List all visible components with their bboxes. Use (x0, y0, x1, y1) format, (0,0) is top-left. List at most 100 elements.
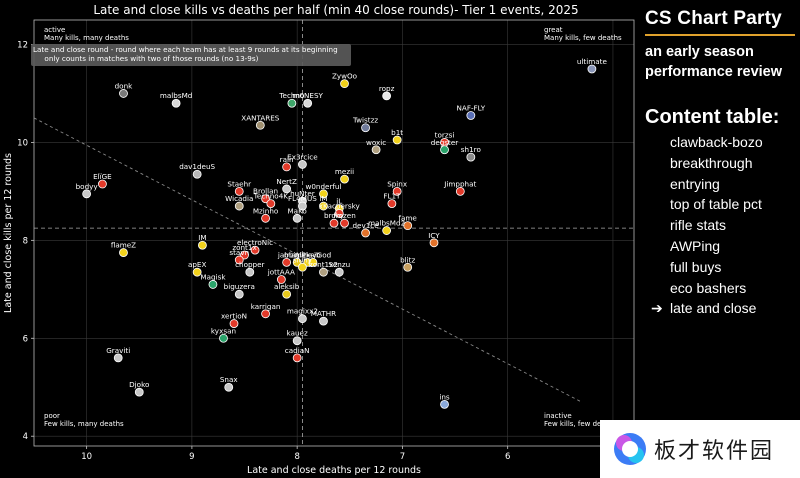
player-label: m0NESY (292, 91, 323, 100)
player-point (298, 201, 307, 211)
player-point (198, 240, 207, 250)
player-point (382, 91, 392, 101)
player-point (134, 387, 144, 397)
player-point (282, 184, 292, 194)
player-label: torzsi (435, 130, 455, 139)
player-point (234, 255, 244, 265)
player-label: karrigan (251, 302, 281, 311)
player-label: stavn (229, 248, 249, 257)
content-table-item[interactable]: top of table pct (640, 194, 763, 215)
player-label: malbsMd2 (368, 219, 405, 228)
player-label: sh1ro (461, 145, 481, 154)
content-table-item-label: AWPing (670, 237, 721, 254)
player-point (261, 309, 270, 319)
player-point (319, 201, 328, 211)
player-label: Twistzz (352, 116, 378, 125)
player-label: woxic (366, 138, 386, 147)
player-label: huNter (290, 189, 315, 198)
player-label: zont1x2 (309, 260, 338, 269)
player-point (234, 289, 244, 299)
player-label: Techno (278, 91, 304, 100)
player-point (587, 64, 597, 74)
player-label: Wicadia (225, 194, 253, 203)
player-label: blitz (400, 255, 415, 264)
player-point (334, 267, 344, 277)
player-label: chopper (235, 260, 264, 269)
content-table-item-label: top of table pct (670, 196, 762, 213)
player-label: Senzu (328, 260, 350, 269)
player-point (387, 199, 397, 209)
content-table-item[interactable]: full buys (640, 257, 763, 278)
content-table-item[interactable]: ➔ late and close (640, 298, 763, 319)
player-point (219, 333, 228, 343)
player-label: frozen (333, 211, 355, 220)
player-label: degster (431, 138, 459, 147)
player-point (245, 267, 255, 277)
player-label: mPlayGod (295, 250, 332, 259)
player-label: NAF-FLY (457, 103, 486, 112)
player-point (208, 280, 218, 289)
player-point (340, 218, 349, 228)
player-point (298, 160, 307, 169)
watermark: 板才软件园 (600, 420, 800, 478)
player-point (171, 98, 181, 108)
player-point (455, 186, 465, 196)
watermark-logo-icon (614, 433, 646, 465)
player-point (371, 145, 381, 155)
player-label: MATHR (311, 309, 336, 318)
player-label: iM (319, 194, 327, 203)
player-point (361, 228, 370, 238)
content-table-item-label: breakthrough (670, 154, 753, 171)
definition-box (31, 44, 351, 66)
current-arrow-icon: ➔ (651, 300, 663, 317)
player-label: FL4MUS (288, 194, 317, 203)
player-label: jottAAA (267, 268, 295, 277)
content-table-item[interactable]: eco bashers (640, 278, 763, 299)
y-axis-label: Late and close kills per 12 rounds (3, 153, 14, 313)
player-label: Spinx (387, 179, 408, 188)
content-table-item-label: entrying (670, 175, 720, 192)
player-label: bodyy (76, 182, 99, 191)
player-point (319, 316, 328, 326)
player-point (229, 319, 239, 328)
content-table-item[interactable]: entrying (640, 174, 763, 195)
player-point (250, 245, 260, 255)
content-table-item[interactable]: rifle stats (640, 215, 763, 236)
player-label: Aleksib (295, 250, 321, 259)
player-label: broky (324, 211, 345, 220)
content-table-item[interactable]: breakthrough (640, 153, 763, 174)
player-label: ultimate (577, 57, 608, 66)
player-label: rain (280, 155, 294, 164)
player-label: Djoko (129, 380, 149, 389)
player-label: b1t (391, 128, 403, 137)
x-tick-label: 10 (81, 452, 92, 462)
player-label: Staehr (227, 179, 251, 188)
player-label: apEX (188, 260, 207, 269)
player-point (440, 145, 449, 155)
content-table-item-label: eco bashers (670, 279, 747, 296)
content-table-item-label: late and close (670, 300, 757, 317)
player-label: cadiaN (285, 346, 310, 355)
player-label: siuhy (293, 255, 313, 264)
quadrant-label-great: great (544, 26, 563, 34)
quadrant-label-poor: poor (44, 412, 60, 420)
player-point (98, 179, 107, 189)
player-point (192, 169, 202, 179)
player-point (329, 218, 339, 228)
content-table-item[interactable]: clawback-bozo (640, 132, 763, 153)
player-point (303, 98, 313, 108)
y-tick-label: 4 (23, 432, 28, 442)
player-label: mezii (335, 167, 354, 176)
player-point (361, 123, 370, 133)
definition-text: only counts in matches with two of those… (33, 54, 259, 63)
player-point (340, 79, 349, 89)
player-label: kauez (287, 329, 308, 338)
player-label: Magisk (200, 272, 226, 281)
player-point (340, 174, 349, 184)
player-point (261, 213, 270, 223)
y-tick-label: 10 (17, 138, 28, 148)
player-label: XANTARES (241, 113, 280, 122)
quadrant-label-active: active (44, 26, 65, 34)
player-point (466, 111, 476, 120)
content-table-item[interactable]: AWPing (640, 236, 763, 257)
